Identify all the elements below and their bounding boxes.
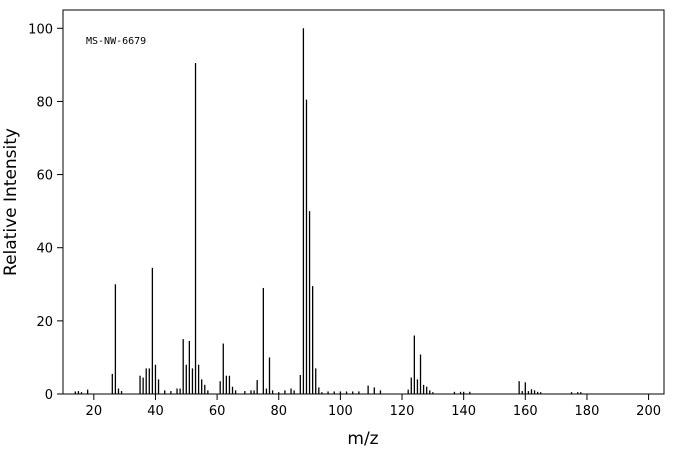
annotation: MS-NW-6679 [86, 36, 146, 47]
x-axis-label: m/z [347, 429, 378, 449]
x-tick-label: 200 [636, 404, 661, 419]
x-tick-label: 120 [390, 404, 415, 419]
x-tick-label: 80 [270, 404, 287, 419]
x-tick-label: 140 [451, 404, 476, 419]
x-tick-label: 160 [513, 404, 538, 419]
plot-frame [62, 9, 665, 395]
y-tick-label: 20 [36, 315, 53, 330]
y-axis-label: Relative Intensity [1, 128, 21, 276]
y-tick-label: 40 [36, 242, 53, 257]
x-tick-label: 20 [86, 404, 103, 419]
y-tick-label: 100 [28, 22, 53, 37]
y-tick-label: 60 [36, 169, 53, 184]
y-tick-label: 80 [36, 95, 53, 110]
x-tick-label: 100 [328, 404, 353, 419]
x-tick-label: 60 [209, 404, 226, 419]
x-tick-label: 180 [575, 404, 600, 419]
x-tick-label: 40 [147, 404, 164, 419]
y-tick-label: 0 [45, 388, 53, 403]
